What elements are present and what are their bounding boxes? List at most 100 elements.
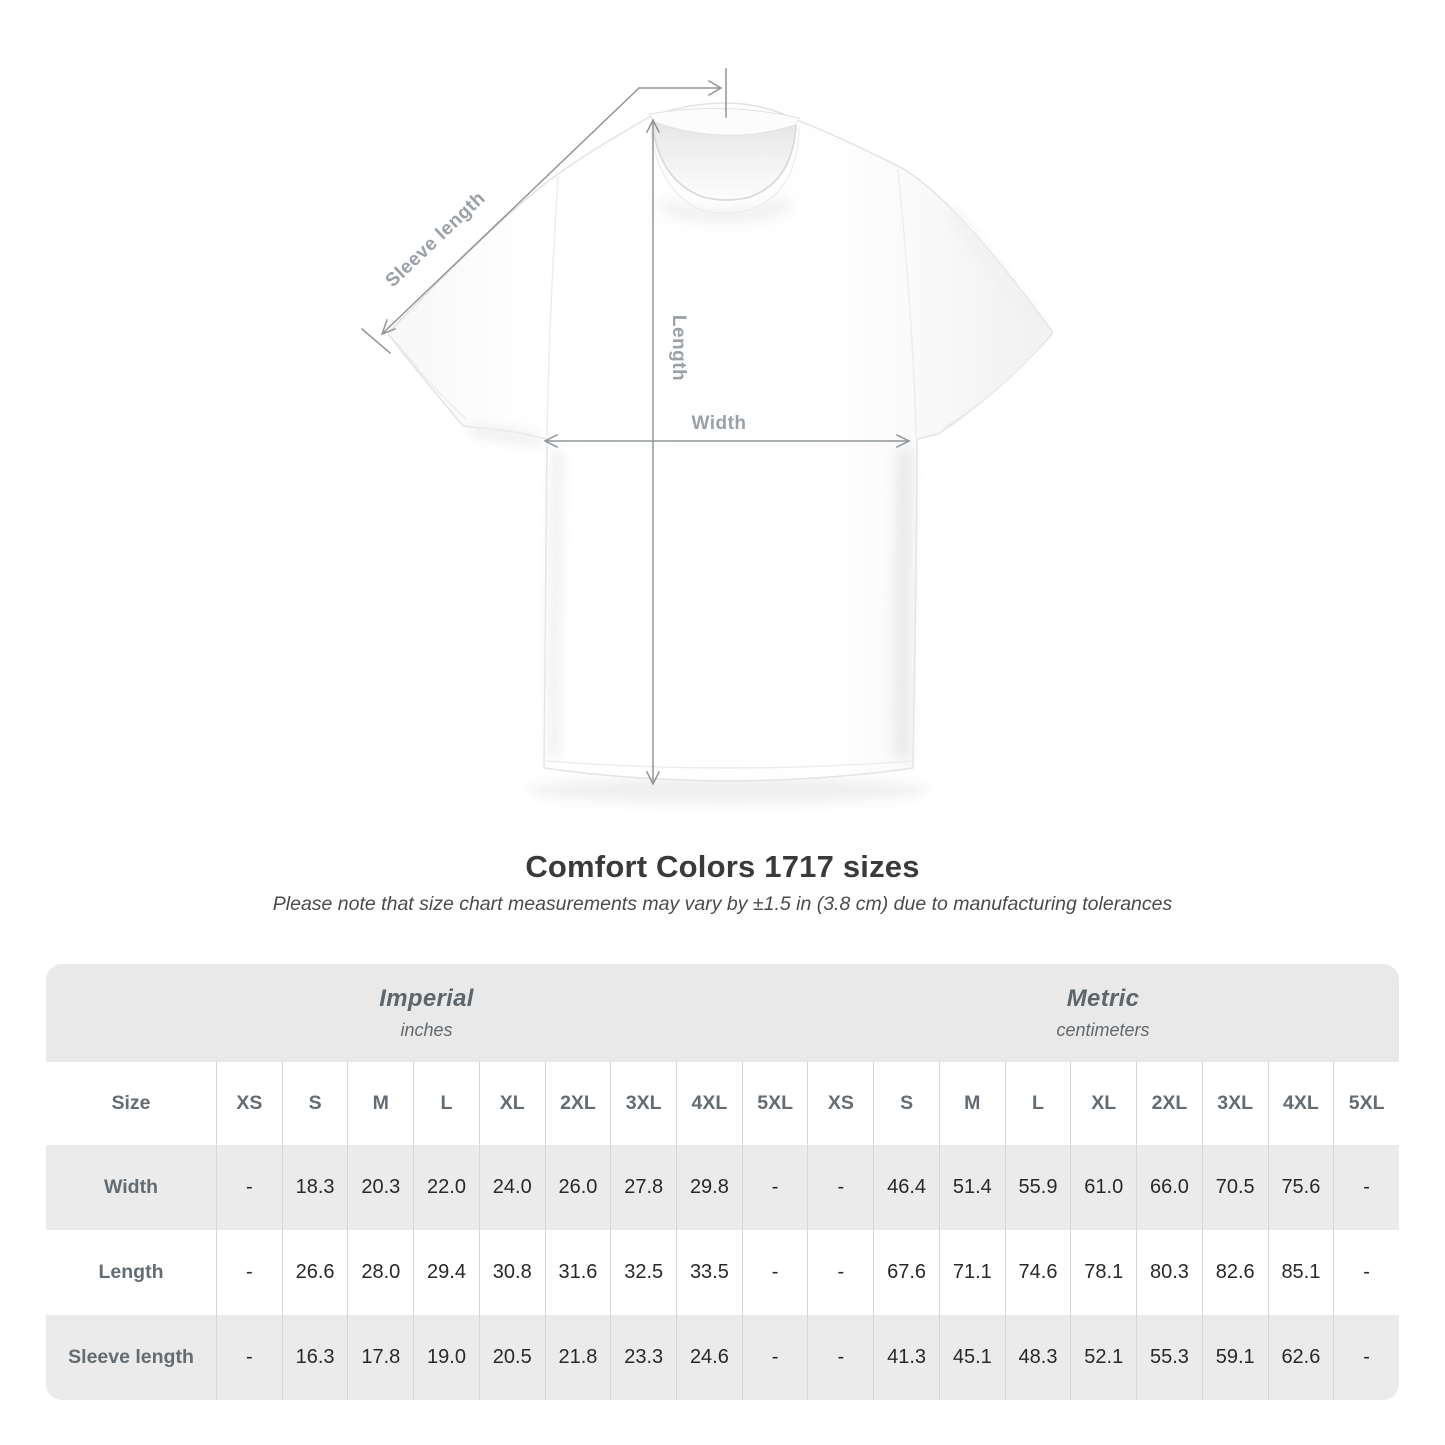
measurement-cell: 67.6: [873, 1230, 939, 1315]
measurement-cell: 66.0: [1136, 1145, 1202, 1230]
measurement-cell: 29.8: [676, 1145, 742, 1230]
measurement-cell: 29.4: [413, 1230, 479, 1315]
measurement-cell: 52.1: [1070, 1315, 1137, 1400]
size-header-cell: 3XL: [610, 1062, 676, 1145]
measurement-cell: 51.4: [938, 1145, 1005, 1230]
size-header-cell: S: [281, 1062, 348, 1145]
measurement-cell: -: [807, 1230, 873, 1315]
size-header-cell: 3XL: [1201, 1062, 1268, 1145]
dimension-lines: [360, 68, 911, 786]
measurement-cell: 55.3: [1136, 1315, 1202, 1400]
measurement-cell: 30.8: [478, 1230, 545, 1315]
measurement-cell: 31.6: [544, 1230, 611, 1315]
measurement-cell: -: [741, 1315, 808, 1400]
measurement-cell: 27.8: [610, 1145, 677, 1230]
metric-unit: centimeters: [1056, 1020, 1150, 1040]
measurement-cell: -: [741, 1145, 808, 1230]
size-header-cell: L: [1004, 1062, 1071, 1145]
row-label: Sleeve length: [46, 1315, 216, 1400]
units-band: Imperial inches Metric centimeters: [46, 964, 1399, 1062]
measurement-cell: 18.3: [281, 1145, 348, 1230]
arrowhead-left: [543, 433, 559, 449]
measurement-cell: 61.0: [1070, 1145, 1137, 1230]
measurement-cell: 33.5: [676, 1230, 742, 1315]
size-header-cell: M: [938, 1062, 1005, 1145]
measurement-cell: 74.6: [1004, 1230, 1071, 1315]
shirt-shading: [469, 197, 1045, 759]
measurement-cell: -: [1333, 1230, 1399, 1315]
measurement-cell: 28.0: [347, 1230, 413, 1315]
size-header-cell: L: [413, 1062, 479, 1145]
measurement-cell: -: [216, 1230, 282, 1315]
size-header-cell: 4XL: [1267, 1062, 1334, 1145]
measurement-cell: 70.5: [1201, 1145, 1268, 1230]
width-label: Width: [691, 413, 747, 434]
imperial-label: Imperial: [379, 985, 474, 1012]
arrowhead-right-2: [895, 433, 911, 449]
measurement-cell: 80.3: [1136, 1230, 1202, 1315]
measurement-cell: -: [216, 1145, 282, 1230]
metric-label: Metric: [1066, 985, 1140, 1012]
measurement-cell: 45.1: [938, 1315, 1005, 1400]
metric-unit-header: Metric centimeters: [807, 964, 1399, 1062]
measurement-cell: -: [807, 1145, 874, 1230]
measurement-cell: 48.3: [1004, 1315, 1071, 1400]
measurement-cell: -: [741, 1230, 808, 1315]
shirt-illustration: [360, 68, 1053, 804]
size-header-cell: 2XL: [1136, 1062, 1202, 1145]
length-label: Length: [668, 314, 689, 382]
measurement-cell: 22.0: [413, 1145, 479, 1230]
size-header-cell: 4XL: [676, 1062, 742, 1145]
arrowhead-up: [645, 118, 661, 134]
size-header-cell: M: [347, 1062, 413, 1145]
size-header-cell: 5XL: [741, 1062, 808, 1145]
measurement-cell: 16.3: [281, 1315, 348, 1400]
arrowhead-right: [707, 79, 723, 97]
cuff-tick: [360, 327, 392, 355]
measurement-cell: 71.1: [938, 1230, 1005, 1315]
size-header-cell: XL: [1070, 1062, 1136, 1145]
sleeve-length-line: [381, 86, 641, 335]
measurement-cell: 78.1: [1070, 1230, 1136, 1315]
measurement-cell: 85.1: [1267, 1230, 1334, 1315]
row-label: Length: [98, 1261, 164, 1283]
size-grid: Size XS S M L XL 2XL 3XL 4XL 5XL XS S M …: [46, 1062, 1399, 1400]
measurement-cell: 41.3: [873, 1315, 939, 1400]
size-header-cell: XS: [216, 1062, 282, 1145]
arrowhead-down: [645, 770, 661, 786]
shirt-seams: [396, 168, 1045, 769]
imperial-unit: inches: [400, 1020, 453, 1040]
page-subtitle: Please note that size chart measurements…: [272, 893, 1173, 915]
measurement-cell: 32.5: [610, 1230, 676, 1315]
measurement-cell: 55.9: [1004, 1145, 1071, 1230]
page-title: Comfort Colors 1717 sizes: [525, 849, 920, 884]
size-header-cell: XL: [478, 1062, 545, 1145]
size-header-cell: 2XL: [544, 1062, 611, 1145]
measurement-cell: 17.8: [347, 1315, 414, 1400]
size-table: Imperial inches Metric centimeters Size …: [46, 964, 1399, 1400]
arrowhead-sleeve: [380, 319, 396, 336]
measurement-cell: -: [1333, 1145, 1399, 1230]
measurement-cell: 20.3: [347, 1145, 414, 1230]
imperial-unit-header: Imperial inches: [46, 964, 807, 1062]
measurement-cell: 23.3: [610, 1315, 677, 1400]
measurement-cell: 75.6: [1267, 1145, 1334, 1230]
shirt-shadow: [528, 776, 928, 804]
size-column-header: Size: [111, 1092, 151, 1114]
shirt-measurement-figure: Sleeve length Length Width: [360, 68, 1053, 804]
shirt-collar: [648, 107, 800, 214]
measurement-cell: 24.6: [676, 1315, 742, 1400]
size-header-cell: XS: [807, 1062, 873, 1145]
measurement-cell: 26.0: [544, 1145, 611, 1230]
measurement-cell: 26.6: [281, 1230, 348, 1315]
measurement-cell: 82.6: [1201, 1230, 1268, 1315]
measurement-cell: 59.1: [1201, 1315, 1268, 1400]
size-header-cell: 5XL: [1333, 1062, 1399, 1145]
measurement-cell: 21.8: [544, 1315, 611, 1400]
measurement-cell: 62.6: [1267, 1315, 1334, 1400]
measurement-cell: -: [1333, 1315, 1399, 1400]
measurement-cell: -: [216, 1315, 282, 1400]
measurement-cell: 46.4: [873, 1145, 939, 1230]
size-header-cell: S: [873, 1062, 939, 1145]
measurement-cell: 19.0: [413, 1315, 479, 1400]
